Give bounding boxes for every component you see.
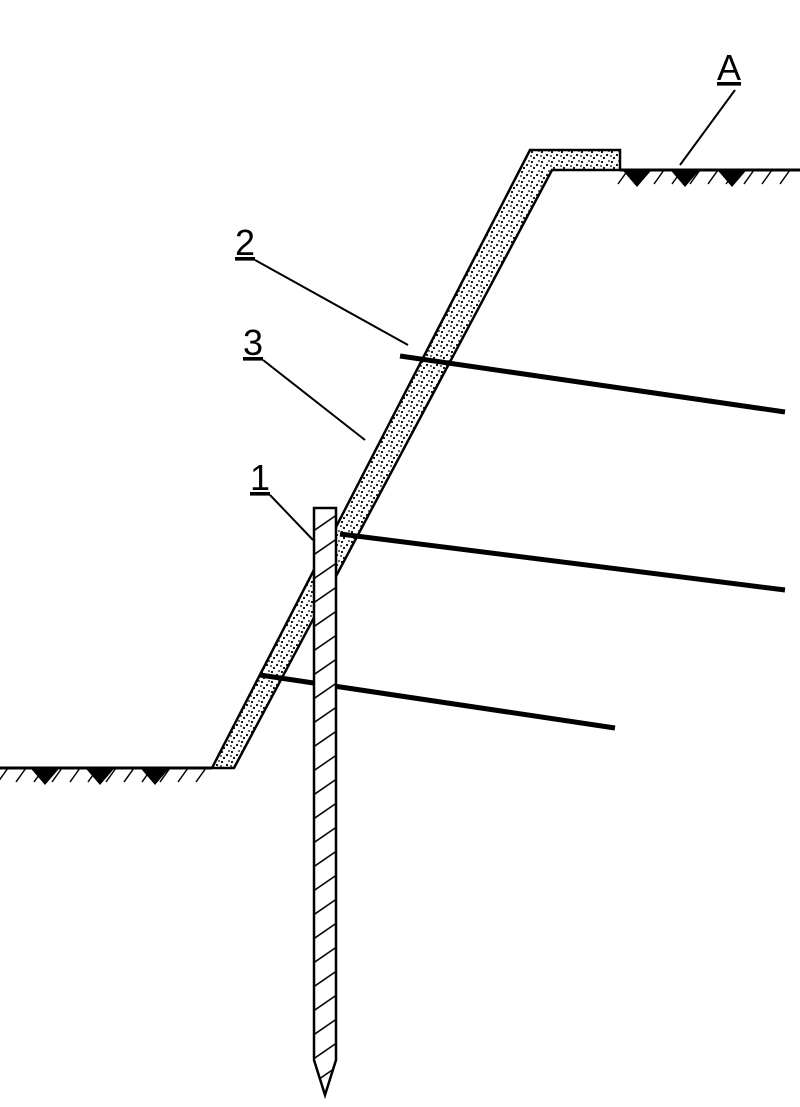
label-3: 3 bbox=[243, 322, 263, 363]
label-2: 2 bbox=[235, 222, 255, 263]
cross-section-diagram: 1 2 3 A bbox=[0, 0, 800, 1107]
vertical-pile bbox=[309, 488, 341, 1107]
label-A: A bbox=[717, 47, 741, 88]
label-1: 1 bbox=[250, 457, 270, 498]
label-leaders bbox=[255, 90, 735, 540]
